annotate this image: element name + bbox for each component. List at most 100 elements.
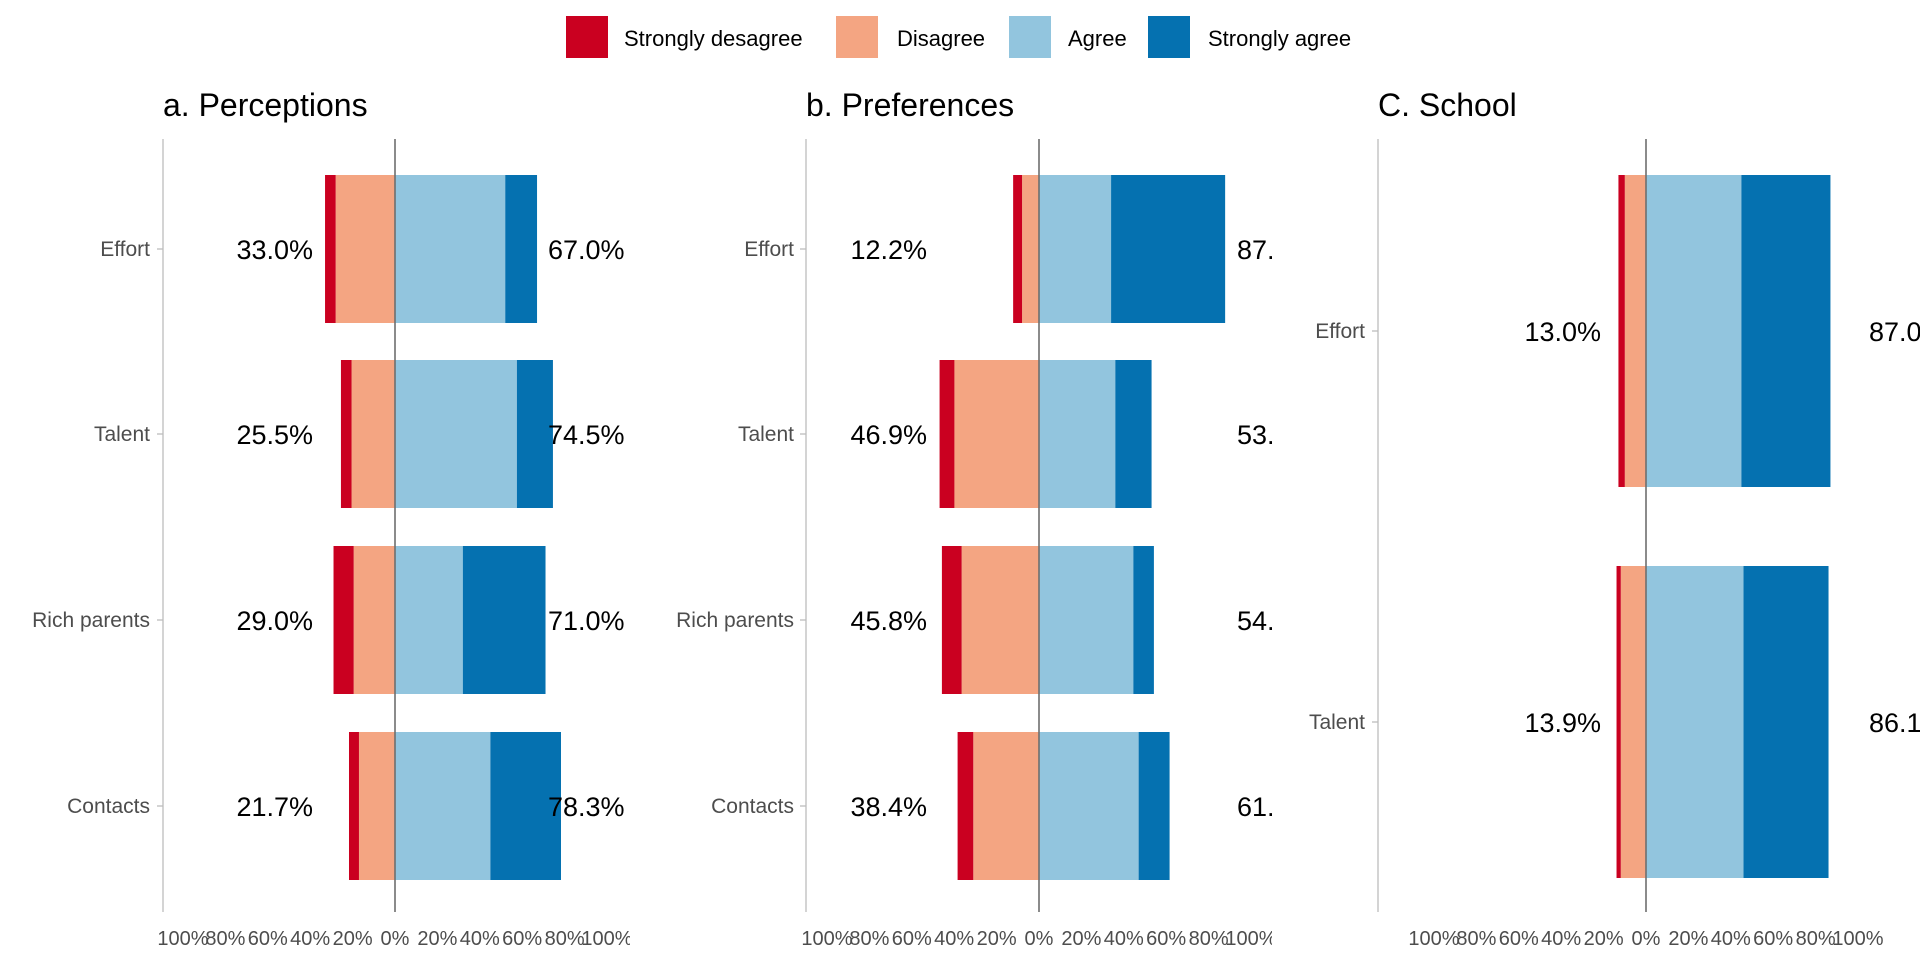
bar-strongly-agree <box>462 546 546 694</box>
bar-strongly-agree <box>1133 546 1154 694</box>
left-percent-label: 46.9% <box>850 420 927 450</box>
x-tick-label: 60% <box>892 928 932 950</box>
x-tick-label: 60% <box>1499 928 1539 950</box>
right-percent-label: 86.1% <box>1869 708 1920 738</box>
x-tick-label: 80% <box>849 928 889 950</box>
x-tick-label: 40% <box>290 928 330 950</box>
bar-strongly-disagree <box>340 360 352 508</box>
bar-strongly-disagree <box>939 360 955 508</box>
bar-strongly-disagree <box>1013 175 1023 323</box>
panels: 33.0% 67.0% 25.5% 74.5% 29.0% 71.0% 21.7% 78.3%… <box>32 87 1920 950</box>
right-percent-label: 53.1% <box>1237 420 1314 450</box>
x-tick-label: 80% <box>1456 928 1496 950</box>
right-percent-label: 71.0% <box>548 606 625 636</box>
bar-disagree <box>1624 175 1646 487</box>
right-percent-label: 74.5% <box>548 420 625 450</box>
left-percent-label: 21.7% <box>236 792 313 822</box>
bar-disagree <box>1022 175 1039 323</box>
panel-2: 13.0%87.0%13.9%86.1%100%80%60%40%20%0%20… <box>1309 87 1920 950</box>
bar-strongly-agree <box>1741 175 1831 487</box>
left-percent-label: 13.0% <box>1524 317 1601 347</box>
x-tick-label: 100% <box>1225 928 1276 950</box>
legend: Strongly desagree Disagree Agree Strongly a… <box>566 16 1351 58</box>
x-tick-label: 60% <box>502 928 542 950</box>
legend-swatch-0 <box>566 16 608 58</box>
x-tick-label: 0% <box>1025 928 1054 950</box>
category-label: Contacts <box>67 795 150 818</box>
right-percent-label: 87.8% <box>1237 235 1314 265</box>
x-tick-label: 40% <box>1541 928 1581 950</box>
x-tick-label: 100% <box>801 928 852 950</box>
category-label: Effort <box>100 238 150 261</box>
x-tick-label: 40% <box>1104 928 1144 950</box>
bar-agree <box>395 360 517 508</box>
x-tick-label: 60% <box>1146 928 1186 950</box>
x-tick-label: 80% <box>1189 928 1229 950</box>
x-tick-label: 20% <box>333 928 373 950</box>
bar-agree <box>1039 732 1139 880</box>
bar-strongly-disagree <box>957 732 974 880</box>
left-percent-label: 12.2% <box>850 235 927 265</box>
bar-agree <box>395 732 491 880</box>
legend-swatch-2 <box>1009 16 1051 58</box>
x-tick-label: 80% <box>205 928 245 950</box>
bar-agree <box>1646 175 1742 487</box>
bar-disagree <box>353 546 395 694</box>
category-label: Effort <box>744 238 794 261</box>
bar-agree <box>395 175 506 323</box>
bar-agree <box>1039 360 1116 508</box>
x-tick-label: 80% <box>1796 928 1836 950</box>
category-label: Rich parents <box>32 609 150 632</box>
bar-strongly-agree <box>505 175 538 323</box>
bar-strongly-disagree <box>333 546 354 694</box>
bar-agree <box>1646 566 1744 878</box>
x-tick-label: 60% <box>248 928 288 950</box>
category-label: Talent <box>94 423 150 446</box>
bar-agree <box>1039 546 1134 694</box>
panel-title: C. School <box>1378 87 1517 123</box>
category-label: Contacts <box>711 795 794 818</box>
x-tick-label: 40% <box>934 928 974 950</box>
category-label: Effort <box>1315 320 1365 343</box>
left-percent-label: 38.4% <box>850 792 927 822</box>
panel-title: b. Preferences <box>806 87 1014 123</box>
left-percent-label: 45.8% <box>850 606 927 636</box>
x-tick-label: 20% <box>417 928 457 950</box>
bar-disagree <box>1620 566 1646 878</box>
x-tick-label: 20% <box>1668 928 1708 950</box>
x-tick-label: 100% <box>1408 928 1459 950</box>
left-percent-label: 29.0% <box>236 606 313 636</box>
left-percent-label: 13.9% <box>1524 708 1601 738</box>
legend-label: Strongly agree <box>1208 26 1351 51</box>
left-percent-label: 25.5% <box>236 420 313 450</box>
bar-disagree <box>351 360 395 508</box>
legend-swatch-3 <box>1148 16 1190 58</box>
bar-strongly-agree <box>1111 175 1226 323</box>
category-label: Talent <box>1309 711 1365 734</box>
category-label: Talent <box>738 423 794 446</box>
right-percent-label: 87.0% <box>1869 317 1920 347</box>
bar-strongly-disagree <box>1616 566 1621 878</box>
x-tick-label: 40% <box>460 928 500 950</box>
bar-disagree <box>358 732 395 880</box>
bar-strongly-disagree <box>348 732 359 880</box>
legend-label: Strongly desagree <box>624 26 803 51</box>
bar-strongly-agree <box>490 732 561 880</box>
x-tick-label: 20% <box>1584 928 1624 950</box>
bar-strongly-disagree <box>941 546 962 694</box>
x-tick-label: 40% <box>1711 928 1751 950</box>
legend-label: Disagree <box>897 26 985 51</box>
bar-disagree <box>954 360 1039 508</box>
bar-agree <box>395 546 463 694</box>
x-tick-label: 100% <box>581 928 632 950</box>
panel-1: 12.2% 87.8% 46.9% 53.1% 45.8% 54.2% 38.4% 61.6%… <box>676 87 1314 950</box>
right-percent-label: 67.0% <box>548 235 625 265</box>
bar-strongly-disagree <box>1618 175 1625 487</box>
bar-strongly-agree <box>516 360 553 508</box>
x-tick-label: 100% <box>157 928 208 950</box>
bar-strongly-disagree <box>325 175 336 323</box>
x-tick-label: 20% <box>1061 928 1101 950</box>
legend-label: Agree <box>1068 26 1127 51</box>
